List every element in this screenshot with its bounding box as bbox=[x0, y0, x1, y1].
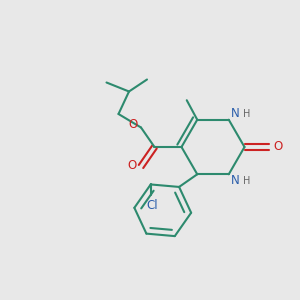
Text: O: O bbox=[274, 140, 283, 154]
Text: Cl: Cl bbox=[146, 199, 158, 212]
Text: H: H bbox=[243, 176, 250, 186]
Text: O: O bbox=[128, 158, 136, 172]
Text: N: N bbox=[231, 174, 240, 188]
Text: O: O bbox=[128, 118, 137, 131]
Text: H: H bbox=[243, 109, 250, 119]
Text: N: N bbox=[231, 107, 240, 120]
